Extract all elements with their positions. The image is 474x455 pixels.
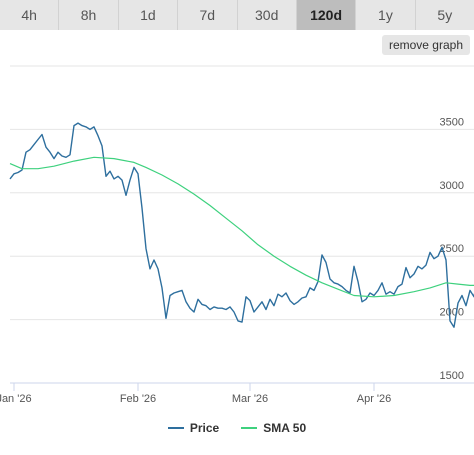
tab-1d[interactable]: 1d — [118, 0, 179, 30]
chart-legend: Price SMA 50 — [0, 418, 474, 438]
y-tick-label-2000: 2000 — [440, 307, 464, 319]
y-tick-label-2500: 2500 — [440, 243, 464, 255]
price-line — [9, 122, 474, 328]
legend-item-sma[interactable]: SMA 50 — [241, 421, 306, 435]
timeframe-tabs: 4h 8h 1d 7d 30d 120d 1y 5y — [0, 0, 474, 30]
y-tick-label-3000: 3000 — [440, 180, 464, 192]
tab-5y[interactable]: 5y — [415, 0, 474, 30]
tab-1y[interactable]: 1y — [356, 0, 416, 30]
x-tick-label-1: Feb '26 — [120, 393, 156, 405]
remove-graph-button[interactable]: remove graph — [381, 35, 470, 55]
x-tick-label-2: Mar '26 — [232, 393, 268, 405]
price-chart: 1500 2000 2500 3000 3500 Jan '26 Feb '26 Mar '2… — [0, 65, 474, 405]
x-tick-label-3: Apr '26 — [357, 393, 392, 405]
y-tick-label-1500: 1500 — [440, 370, 464, 382]
x-tick-label-0: Jan '26 — [0, 393, 32, 405]
legend-swatch-price — [167, 427, 184, 429]
sma-line — [9, 156, 474, 298]
legend-label-sma: SMA 50 — [263, 421, 307, 435]
tab-120d[interactable]: 120d — [296, 0, 357, 30]
tab-8h[interactable]: 8h — [59, 0, 119, 30]
legend-item-price[interactable]: Price — [167, 421, 220, 435]
legend-swatch-sma — [241, 427, 258, 429]
y-tick-label-3500: 3500 — [440, 116, 464, 128]
tab-4h[interactable]: 4h — [0, 0, 60, 30]
tab-30d[interactable]: 30d — [237, 0, 297, 30]
tab-7d[interactable]: 7d — [178, 0, 238, 30]
legend-label-price: Price — [189, 421, 220, 435]
